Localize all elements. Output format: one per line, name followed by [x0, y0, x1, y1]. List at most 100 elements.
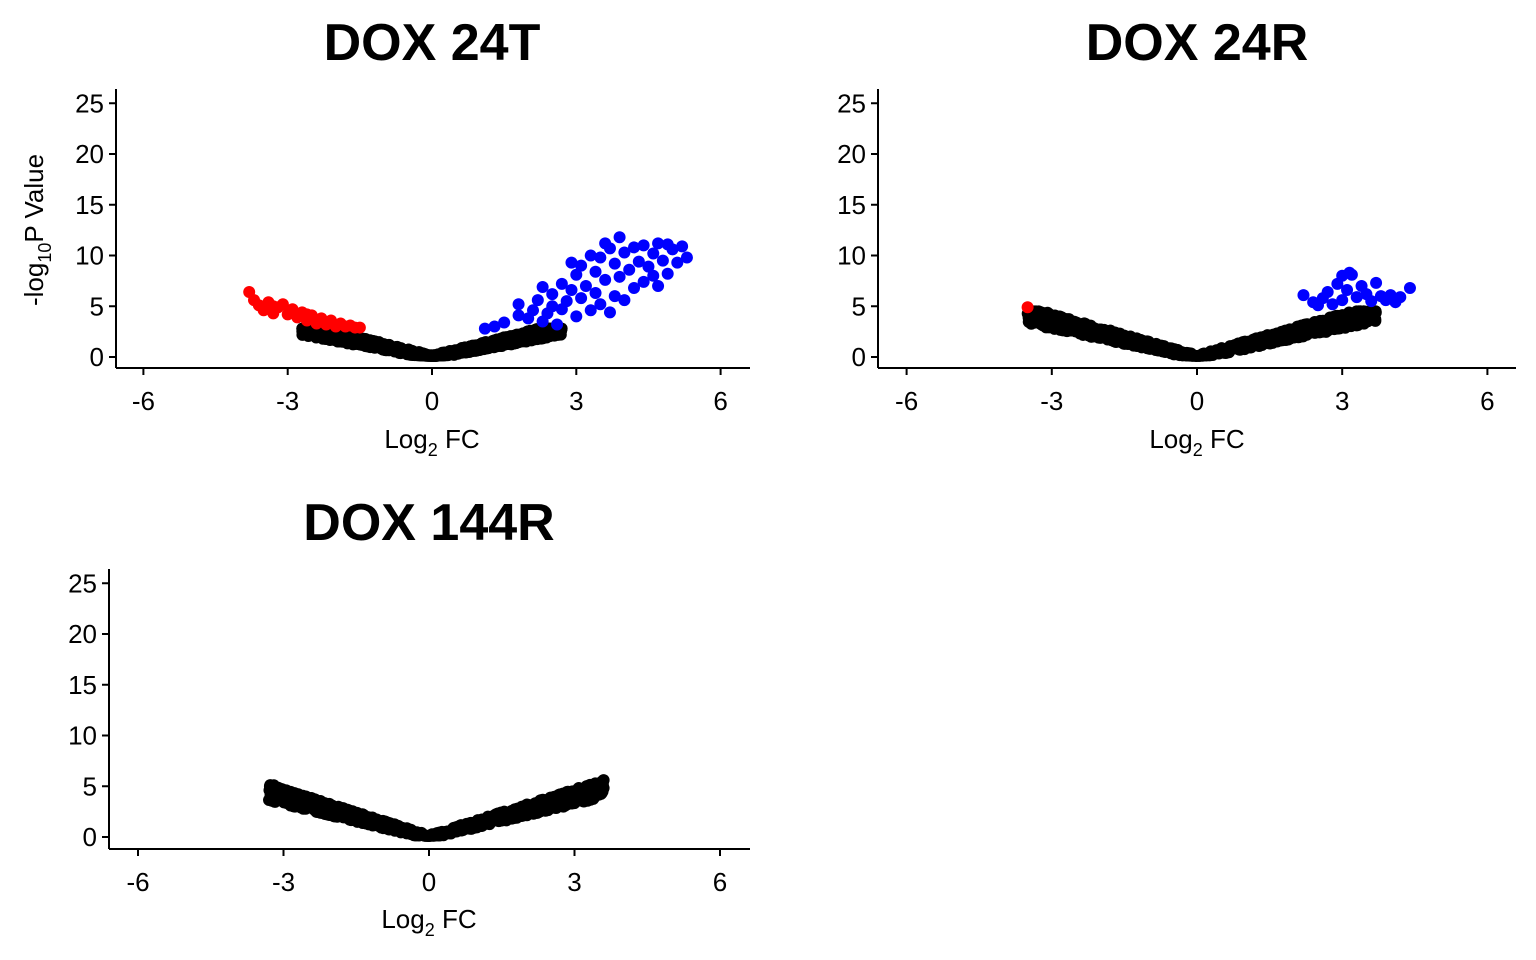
- data-point-down: [276, 298, 289, 311]
- data-point-ns: [534, 794, 547, 807]
- data-point-up: [512, 309, 525, 322]
- data-point-ns: [1106, 331, 1119, 344]
- data-point-up: [1321, 286, 1334, 299]
- data-point-down: [1021, 301, 1034, 314]
- y-axis-label-subscript: 10: [35, 243, 55, 263]
- data-point-up: [594, 298, 607, 311]
- x-tick-label: 3: [567, 867, 581, 897]
- data-point-ns: [1081, 323, 1094, 336]
- data-point-up: [555, 277, 568, 290]
- data-point-ns: [1091, 324, 1104, 337]
- data-point-down: [286, 305, 299, 318]
- data-point-up: [656, 254, 669, 267]
- data-point-ns: [1135, 340, 1148, 353]
- data-point-up: [570, 310, 583, 323]
- data-point-ns: [310, 331, 323, 344]
- data-point-down: [353, 321, 366, 334]
- x-tick-label: 0: [422, 867, 436, 897]
- data-point-up: [671, 256, 684, 269]
- data-point-up: [536, 280, 549, 293]
- data-point-ns: [439, 348, 452, 361]
- data-point-ns: [571, 791, 584, 804]
- y-tick-label: 10: [75, 241, 104, 271]
- y-axis-label-rest: P Value: [19, 154, 49, 243]
- data-point-up: [527, 304, 540, 317]
- data-point-ns: [356, 334, 369, 347]
- y-tick-label: 15: [68, 670, 97, 700]
- data-point-up: [1365, 295, 1378, 308]
- x-axis-label-rest: FC: [438, 424, 480, 454]
- y-tick-label: 5: [83, 771, 97, 801]
- y-tick-label: 0: [852, 342, 866, 372]
- data-point-ns: [1298, 318, 1311, 331]
- data-point-ns: [405, 346, 418, 359]
- y-tick-label: 20: [837, 139, 866, 169]
- y-tick-label: 25: [837, 88, 866, 118]
- data-point-ns: [383, 822, 396, 835]
- data-point-ns: [1151, 342, 1164, 355]
- data-point-up: [1403, 281, 1416, 294]
- data-point-ns: [1217, 346, 1230, 359]
- y-tick-label: 10: [837, 241, 866, 271]
- data-point-ns: [389, 343, 402, 356]
- data-point-up: [551, 318, 564, 331]
- data-point-ns: [1171, 344, 1184, 357]
- x-axis-label-base: Log: [381, 904, 424, 934]
- data-point-up: [594, 251, 607, 264]
- data-point-ns: [304, 795, 317, 808]
- y-tick-label: 5: [90, 291, 104, 321]
- panel-title: DOX 24R: [1086, 14, 1309, 72]
- data-point-ns: [1233, 343, 1246, 356]
- y-axis-label-pre: -log: [19, 263, 49, 306]
- data-point-ns: [1339, 321, 1352, 334]
- data-point-ns: [471, 816, 484, 829]
- data-point-up: [642, 260, 655, 273]
- data-point-ns: [1282, 327, 1295, 340]
- data-point-up: [647, 247, 660, 260]
- data-point-ns: [552, 328, 565, 341]
- x-axis-label-base: Log: [1149, 424, 1192, 454]
- data-point-up: [632, 255, 645, 268]
- data-point-ns: [1292, 327, 1305, 340]
- data-point-up: [589, 265, 602, 278]
- data-point-up: [512, 298, 525, 311]
- x-tick-label: 6: [1480, 386, 1494, 416]
- data-point-ns: [1354, 305, 1367, 318]
- data-point-up: [628, 241, 641, 254]
- x-axis-label: Log2 FC: [381, 904, 476, 940]
- data-point-up: [603, 306, 616, 319]
- data-point-up: [1370, 276, 1383, 289]
- data-point-up: [608, 257, 621, 270]
- axis-ticks: -6 -3 0 3 6 0 5 10 15 20 25: [75, 88, 728, 416]
- data-point-ns: [414, 347, 427, 360]
- x-axis-label-rest: FC: [435, 904, 477, 934]
- data-point-up: [1350, 291, 1363, 304]
- data-point-ns: [1247, 337, 1260, 350]
- data-point-ns: [1120, 331, 1133, 344]
- data-point-up: [584, 249, 597, 262]
- data-point-extreme: [597, 774, 610, 787]
- y-tick-label: 0: [83, 822, 97, 852]
- data-point-up: [546, 288, 559, 301]
- data-point-up: [613, 270, 626, 283]
- data-point-extreme: [267, 779, 280, 792]
- data-point-up: [1343, 266, 1356, 279]
- data-point-up: [599, 273, 612, 286]
- y-tick-label: 25: [68, 568, 97, 598]
- data-point-down: [300, 308, 313, 321]
- data-point-up: [599, 237, 612, 250]
- data-point-up: [478, 322, 491, 335]
- data-point-ns: [518, 330, 531, 343]
- x-tick-label: 3: [1335, 386, 1349, 416]
- y-tick-label: 20: [68, 619, 97, 649]
- x-tick-label: -3: [1040, 386, 1063, 416]
- data-point-ns: [493, 336, 506, 349]
- x-tick-label: -6: [895, 386, 918, 416]
- data-point-ns: [1271, 335, 1284, 348]
- x-axis-label-base: Log: [384, 424, 427, 454]
- data-point-ns: [533, 331, 546, 344]
- data-point-ns: [508, 336, 521, 349]
- data-point-ns: [1037, 318, 1050, 331]
- data-point-ns: [362, 818, 375, 831]
